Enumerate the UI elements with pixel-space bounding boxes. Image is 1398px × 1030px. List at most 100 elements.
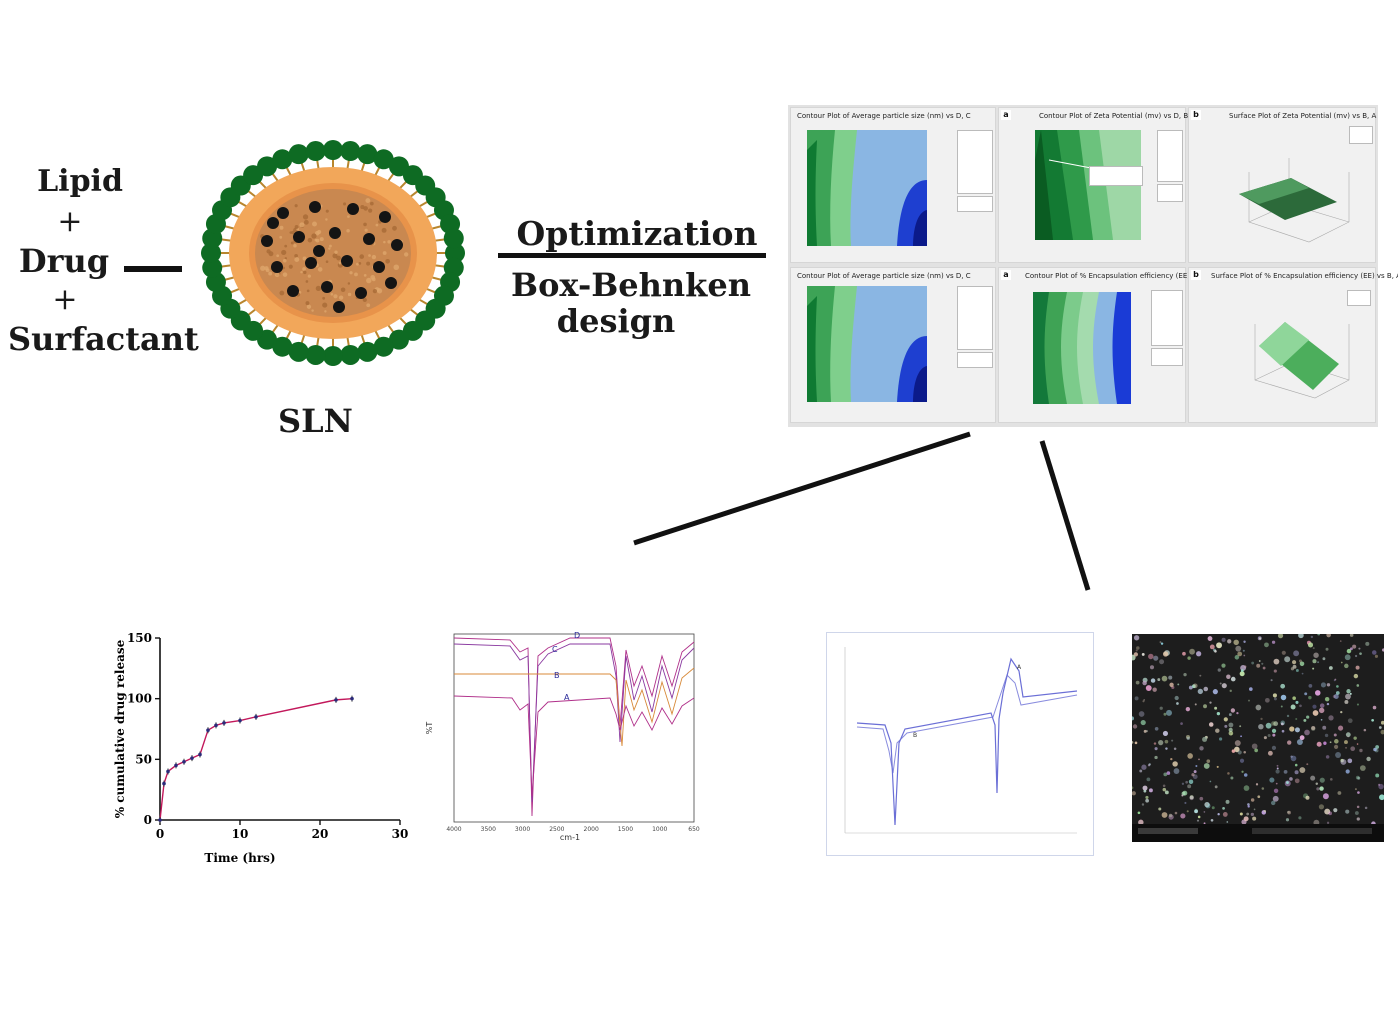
core-grain: [302, 214, 309, 220]
sem-particle: [1299, 704, 1302, 708]
x-tick-label: 10: [232, 827, 249, 841]
core-grain: [383, 240, 386, 244]
sem-particle: [1320, 682, 1326, 688]
sem-particle: [1271, 745, 1277, 750]
plus-sign: +: [57, 204, 83, 239]
sem-particle: [1308, 684, 1313, 688]
sem-particle: [1228, 730, 1234, 736]
core-grain: [366, 277, 372, 284]
sem-particle: [1356, 817, 1360, 821]
sem-particle: [1290, 704, 1296, 710]
sem-particle: [1168, 675, 1173, 680]
sem-info-block: [1252, 828, 1372, 834]
contour-area: [807, 130, 927, 246]
surfactant-head: [357, 144, 378, 165]
sem-particles: [1132, 634, 1384, 842]
panel-title: Contour Plot of Zeta Potential (mv) vs D…: [1039, 112, 1189, 120]
sem-particle: [1353, 736, 1357, 740]
core-grain: [303, 270, 307, 275]
curve-label: C: [552, 645, 558, 654]
sem-particle: [1209, 644, 1215, 650]
lipid-core: [255, 189, 411, 317]
core-grain: [333, 294, 338, 299]
sem-particle: [1141, 652, 1145, 656]
sem-particle: [1243, 785, 1250, 791]
data-point: [158, 818, 162, 822]
core-grain: [281, 249, 287, 256]
core-grain: [332, 253, 338, 259]
sem-particle: [1272, 693, 1277, 698]
sem-particle: [1226, 821, 1229, 823]
surfactant-head: [445, 243, 465, 263]
surfactant-head: [340, 344, 361, 365]
core-grain: [366, 261, 371, 266]
core-grain: [279, 235, 283, 239]
core-grain: [317, 267, 323, 272]
sem-particle: [1326, 683, 1331, 687]
data-point: [238, 718, 242, 723]
surfactant-head: [288, 341, 309, 362]
core-grain: [393, 264, 400, 271]
sem-particle: [1280, 694, 1287, 701]
sem-particle: [1263, 809, 1267, 813]
core-grain: [302, 267, 306, 271]
sem-particle: [1258, 723, 1264, 730]
sem-particle: [1325, 647, 1329, 651]
sem-particle: [1332, 695, 1336, 699]
sem-particle: [1310, 635, 1314, 639]
sem-particle: [1267, 750, 1273, 756]
sem-particle: [1312, 647, 1315, 650]
sem-particle: [1230, 708, 1236, 713]
sem-particle: [1194, 703, 1197, 706]
core-grain: [330, 292, 334, 296]
sem-particle: [1276, 764, 1279, 767]
sem-particle: [1271, 800, 1276, 806]
drug-molecule: [277, 207, 289, 219]
core-grain: [303, 219, 309, 225]
sem-particle: [1142, 700, 1145, 703]
sem-particle: [1312, 667, 1315, 670]
sem-particle: [1312, 659, 1317, 664]
surfactant-head: [443, 228, 464, 249]
sem-particle: [1226, 674, 1231, 680]
sem-particle: [1352, 644, 1357, 649]
sem-particle: [1344, 663, 1349, 669]
dsc-curve: [856, 657, 1078, 826]
drug-molecule: [305, 257, 317, 269]
x-tick-label: 650: [688, 826, 700, 833]
core-grain: [299, 222, 305, 228]
y-axis-label: % cumulative drug release: [113, 639, 127, 818]
sem-particle: [1222, 812, 1228, 817]
sem-particle: [1214, 785, 1218, 789]
sem-particle: [1152, 687, 1157, 692]
sem-particle: [1187, 753, 1193, 759]
design-label-line2: design: [556, 302, 676, 340]
sem-particle: [1174, 695, 1179, 701]
ftir-curve: [454, 667, 695, 747]
sem-particle: [1357, 776, 1361, 780]
sem-particle: [1182, 651, 1186, 656]
sem-particle: [1159, 641, 1162, 643]
sem-particle: [1187, 656, 1191, 660]
core-grain: [284, 244, 288, 248]
sem-particle: [1330, 778, 1333, 781]
sem-particle: [1148, 653, 1154, 660]
sem-particle: [1183, 672, 1187, 677]
sem-particle: [1234, 746, 1240, 753]
sem-particle: [1317, 661, 1320, 664]
sem-particle: [1315, 782, 1319, 786]
core-grain: [289, 231, 293, 234]
surface-area: [1239, 158, 1350, 243]
surface-plot-zeta-potential: b Surface Plot of Zeta Potential (mv) vs…: [1188, 107, 1376, 263]
sem-particle: [1354, 654, 1358, 658]
sem-particle: [1322, 793, 1329, 800]
sem-particle: [1216, 642, 1223, 649]
sem-particle: [1198, 758, 1200, 761]
sem-particle: [1148, 788, 1153, 793]
sem-particle: [1135, 680, 1140, 685]
core-grain: [375, 223, 379, 227]
sem-particle: [1208, 722, 1214, 727]
sem-particle: [1329, 741, 1332, 744]
sem-info-block: [1138, 828, 1198, 834]
